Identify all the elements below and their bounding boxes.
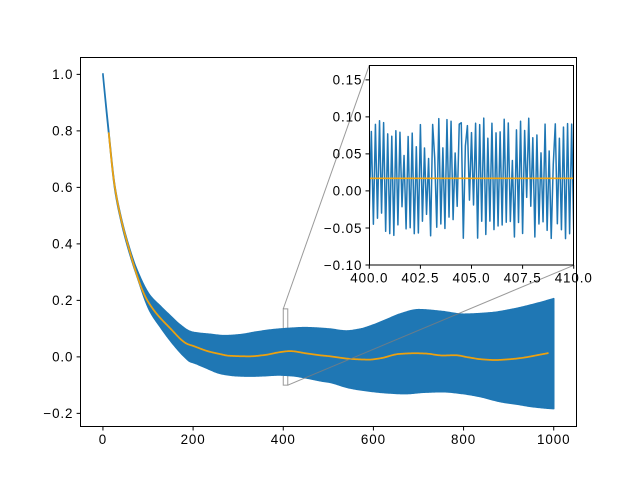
svg-text:400.0: 400.0 (350, 270, 388, 285)
svg-text:800: 800 (451, 432, 476, 447)
svg-text:0: 0 (99, 432, 107, 447)
svg-text:1000: 1000 (537, 432, 570, 447)
svg-text:0.00: 0.00 (333, 184, 363, 199)
svg-text:0.2: 0.2 (52, 293, 73, 308)
svg-text:200: 200 (181, 432, 206, 447)
svg-text:0.10: 0.10 (333, 110, 363, 125)
svg-text:1.0: 1.0 (52, 67, 73, 82)
svg-text:402.5: 402.5 (401, 270, 439, 285)
svg-text:410.0: 410.0 (555, 270, 593, 285)
svg-text:0.8: 0.8 (52, 124, 73, 139)
svg-text:0.0: 0.0 (52, 350, 73, 365)
svg-text:−0.05: −0.05 (324, 221, 362, 236)
svg-text:0.4: 0.4 (52, 237, 73, 252)
svg-text:407.5: 407.5 (504, 270, 542, 285)
svg-text:405.0: 405.0 (452, 270, 490, 285)
svg-text:−0.10: −0.10 (324, 258, 362, 273)
svg-text:−0.2: −0.2 (43, 406, 73, 421)
svg-text:0.6: 0.6 (52, 180, 73, 195)
svg-text:600: 600 (361, 432, 386, 447)
svg-text:0.15: 0.15 (333, 73, 363, 88)
svg-text:400: 400 (271, 432, 296, 447)
svg-text:0.05: 0.05 (333, 147, 363, 162)
